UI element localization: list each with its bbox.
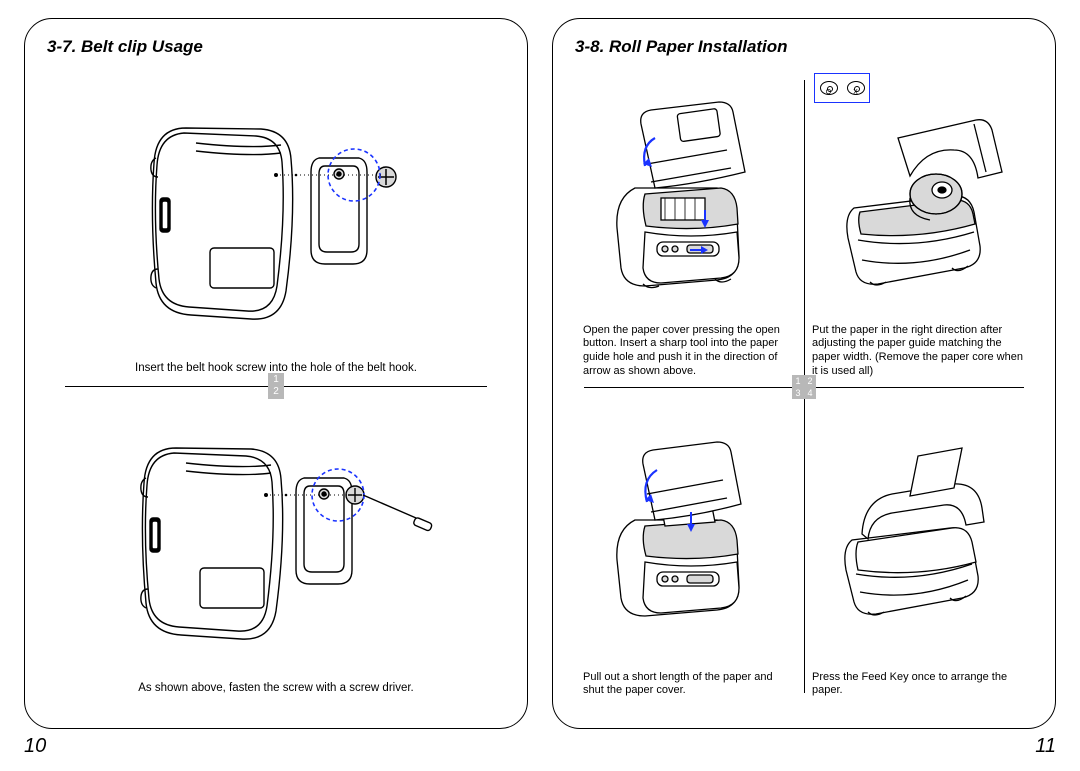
right-card: 3-8. Roll Paper Installation 1 2 3 4 [552, 18, 1056, 729]
printer-close-cover-illustration [583, 393, 796, 665]
right-cell-3-caption: Pull out a short length of the paper and… [583, 665, 796, 699]
badge-number: 2 [804, 375, 816, 387]
right-cell-1: Open the paper cover pressing the open b… [575, 67, 804, 387]
right-page-number: 11 [552, 735, 1056, 759]
right-steps-grid: 1 2 3 4 [575, 67, 1033, 706]
right-cell-2-caption: Put the paper in the right direction aft… [812, 318, 1025, 379]
right-cell-3: Pull out a short length of the paper and… [575, 387, 804, 707]
left-card: 3-7. Belt clip Usage [24, 18, 528, 729]
badge-number: 3 [792, 387, 804, 399]
badge-number: 4 [804, 387, 816, 399]
left-step-2: As shown above, fasten the screw with a … [47, 387, 505, 706]
belt-clip-illustration-2 [116, 393, 436, 673]
right-cell-1-caption: Open the paper cover pressing the open b… [583, 318, 796, 379]
right-cell-4-caption: Press the Feed Key once to arrange the p… [812, 665, 1025, 699]
badge-number: 1 [792, 375, 804, 387]
right-section-title: 3-8. Roll Paper Installation [575, 37, 1033, 57]
printer-open-illustration [583, 73, 796, 318]
printer-feed-illustration [812, 393, 1025, 665]
page-spread: 3-7. Belt clip Usage [0, 0, 1080, 771]
right-cell-2: O X [804, 67, 1033, 387]
right-page: 3-8. Roll Paper Installation 1 2 3 4 [552, 18, 1056, 759]
printer-load-paper-illustration [812, 73, 1025, 318]
right-cell-4: Press the Feed Key once to arrange the p… [804, 387, 1033, 707]
left-steps-grid: Insert the belt hook screw into the hole… [47, 67, 505, 706]
ox-label-o: O [820, 89, 838, 96]
badge-number: 1 [268, 374, 284, 386]
left-step-2-caption: As shown above, fasten the screw with a … [138, 681, 413, 696]
left-section-title: 3-7. Belt clip Usage [47, 37, 505, 57]
left-page-number: 10 [24, 735, 528, 759]
center-step-badge: 1 2 3 4 [792, 375, 816, 399]
left-step-1: Insert the belt hook screw into the hole… [47, 67, 505, 386]
paper-direction-box: O X [814, 73, 870, 103]
belt-clip-illustration-1 [126, 73, 426, 353]
left-page: 3-7. Belt clip Usage [24, 18, 528, 759]
ox-label-x: X [847, 89, 865, 96]
